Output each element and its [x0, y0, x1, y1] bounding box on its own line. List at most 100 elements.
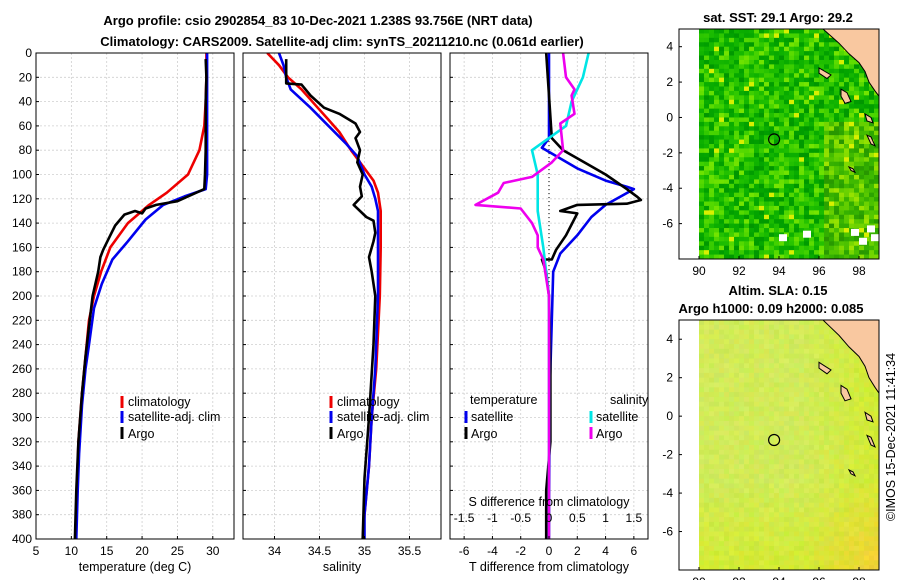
map-cell [759, 130, 765, 136]
map-cell [854, 64, 860, 70]
map-cell [854, 113, 860, 118]
map-cell [799, 493, 805, 499]
map-cell [824, 157, 830, 163]
map-cell [779, 179, 785, 185]
map-cell [739, 517, 745, 523]
map-cell [749, 228, 755, 233]
map-cell [874, 493, 879, 499]
map-cell [809, 478, 815, 484]
map-cell [749, 387, 755, 393]
map-cell [794, 401, 800, 407]
map-cell [844, 192, 850, 198]
map-cell [764, 29, 770, 34]
map-cell [744, 497, 750, 504]
map-cell [814, 33, 820, 39]
map-cell [764, 183, 770, 189]
map-cell [709, 387, 715, 393]
map-cell [844, 497, 850, 504]
map-cell [819, 449, 825, 456]
map-cell [789, 126, 795, 132]
map-cell [849, 152, 855, 158]
map-cell [799, 517, 805, 523]
map-cell [774, 55, 780, 61]
map-cell [869, 183, 875, 189]
map-cell [769, 483, 775, 489]
map-cell [764, 33, 770, 39]
map-cell [804, 478, 810, 484]
map-cell [769, 541, 775, 547]
map-cell [839, 339, 845, 345]
map-cell [799, 188, 805, 194]
map-cell [799, 449, 805, 456]
map-cell [854, 192, 860, 198]
map-cell [799, 197, 805, 202]
map-cell [764, 392, 770, 398]
map-cell [704, 411, 710, 417]
map-cell [829, 401, 835, 407]
map-cell [734, 526, 740, 532]
map-cell [764, 416, 770, 422]
map-cell [814, 161, 820, 167]
map-cell [804, 449, 810, 456]
map-cell [849, 372, 855, 379]
map-cell [809, 236, 815, 242]
map-cell [829, 161, 835, 167]
map-cell [839, 77, 845, 83]
map-cell [764, 51, 770, 56]
map-cell [794, 179, 800, 185]
map-cell [819, 430, 825, 436]
map-cell [849, 90, 855, 96]
map-cell [734, 104, 740, 110]
map-cell [839, 344, 845, 350]
map-cell [764, 324, 770, 331]
map-cell [714, 166, 720, 171]
map-cell [849, 550, 855, 556]
map-cell [824, 95, 830, 101]
map-cell [704, 197, 710, 202]
map-cell [864, 254, 870, 259]
map-cell [769, 99, 775, 105]
map-cell [819, 170, 825, 176]
map-cell [874, 411, 879, 417]
map-cell [729, 117, 735, 123]
y-tick-label: 0 [666, 409, 673, 423]
map-cell [739, 166, 745, 171]
map-cell [789, 254, 795, 259]
map-cell [809, 29, 815, 34]
map-cell [744, 95, 750, 101]
map-cell [844, 117, 850, 123]
map-cell [739, 228, 745, 233]
map-cell [849, 205, 855, 211]
map-cell [784, 512, 790, 518]
map-cell [764, 411, 770, 417]
map-cell [749, 166, 755, 171]
map-cell [734, 139, 740, 145]
map-cell [799, 90, 805, 96]
map-cell [779, 493, 785, 499]
map-cell [754, 82, 760, 87]
map-cell [854, 148, 860, 154]
map-cell [859, 117, 865, 123]
map-cell [814, 236, 820, 242]
map-cell [749, 51, 755, 56]
map-cell [724, 29, 730, 34]
map-cell [819, 183, 825, 189]
y-tick-label: 0 [666, 110, 673, 124]
map-cell [729, 440, 735, 446]
map-cell [794, 90, 800, 96]
map-cell [714, 387, 720, 393]
map-cell [844, 488, 850, 494]
map-cell [849, 210, 855, 216]
map-cell [819, 108, 825, 114]
map-cell [819, 33, 825, 39]
map-cell [824, 353, 830, 359]
map-cell [754, 565, 760, 570]
map-cell [774, 521, 780, 528]
map-cell [854, 157, 860, 163]
map-cell [844, 201, 850, 207]
map-cell [714, 502, 720, 508]
map-cell [704, 161, 710, 167]
map-cell [754, 37, 760, 43]
map-cell [834, 449, 840, 456]
map-cell [834, 521, 840, 528]
